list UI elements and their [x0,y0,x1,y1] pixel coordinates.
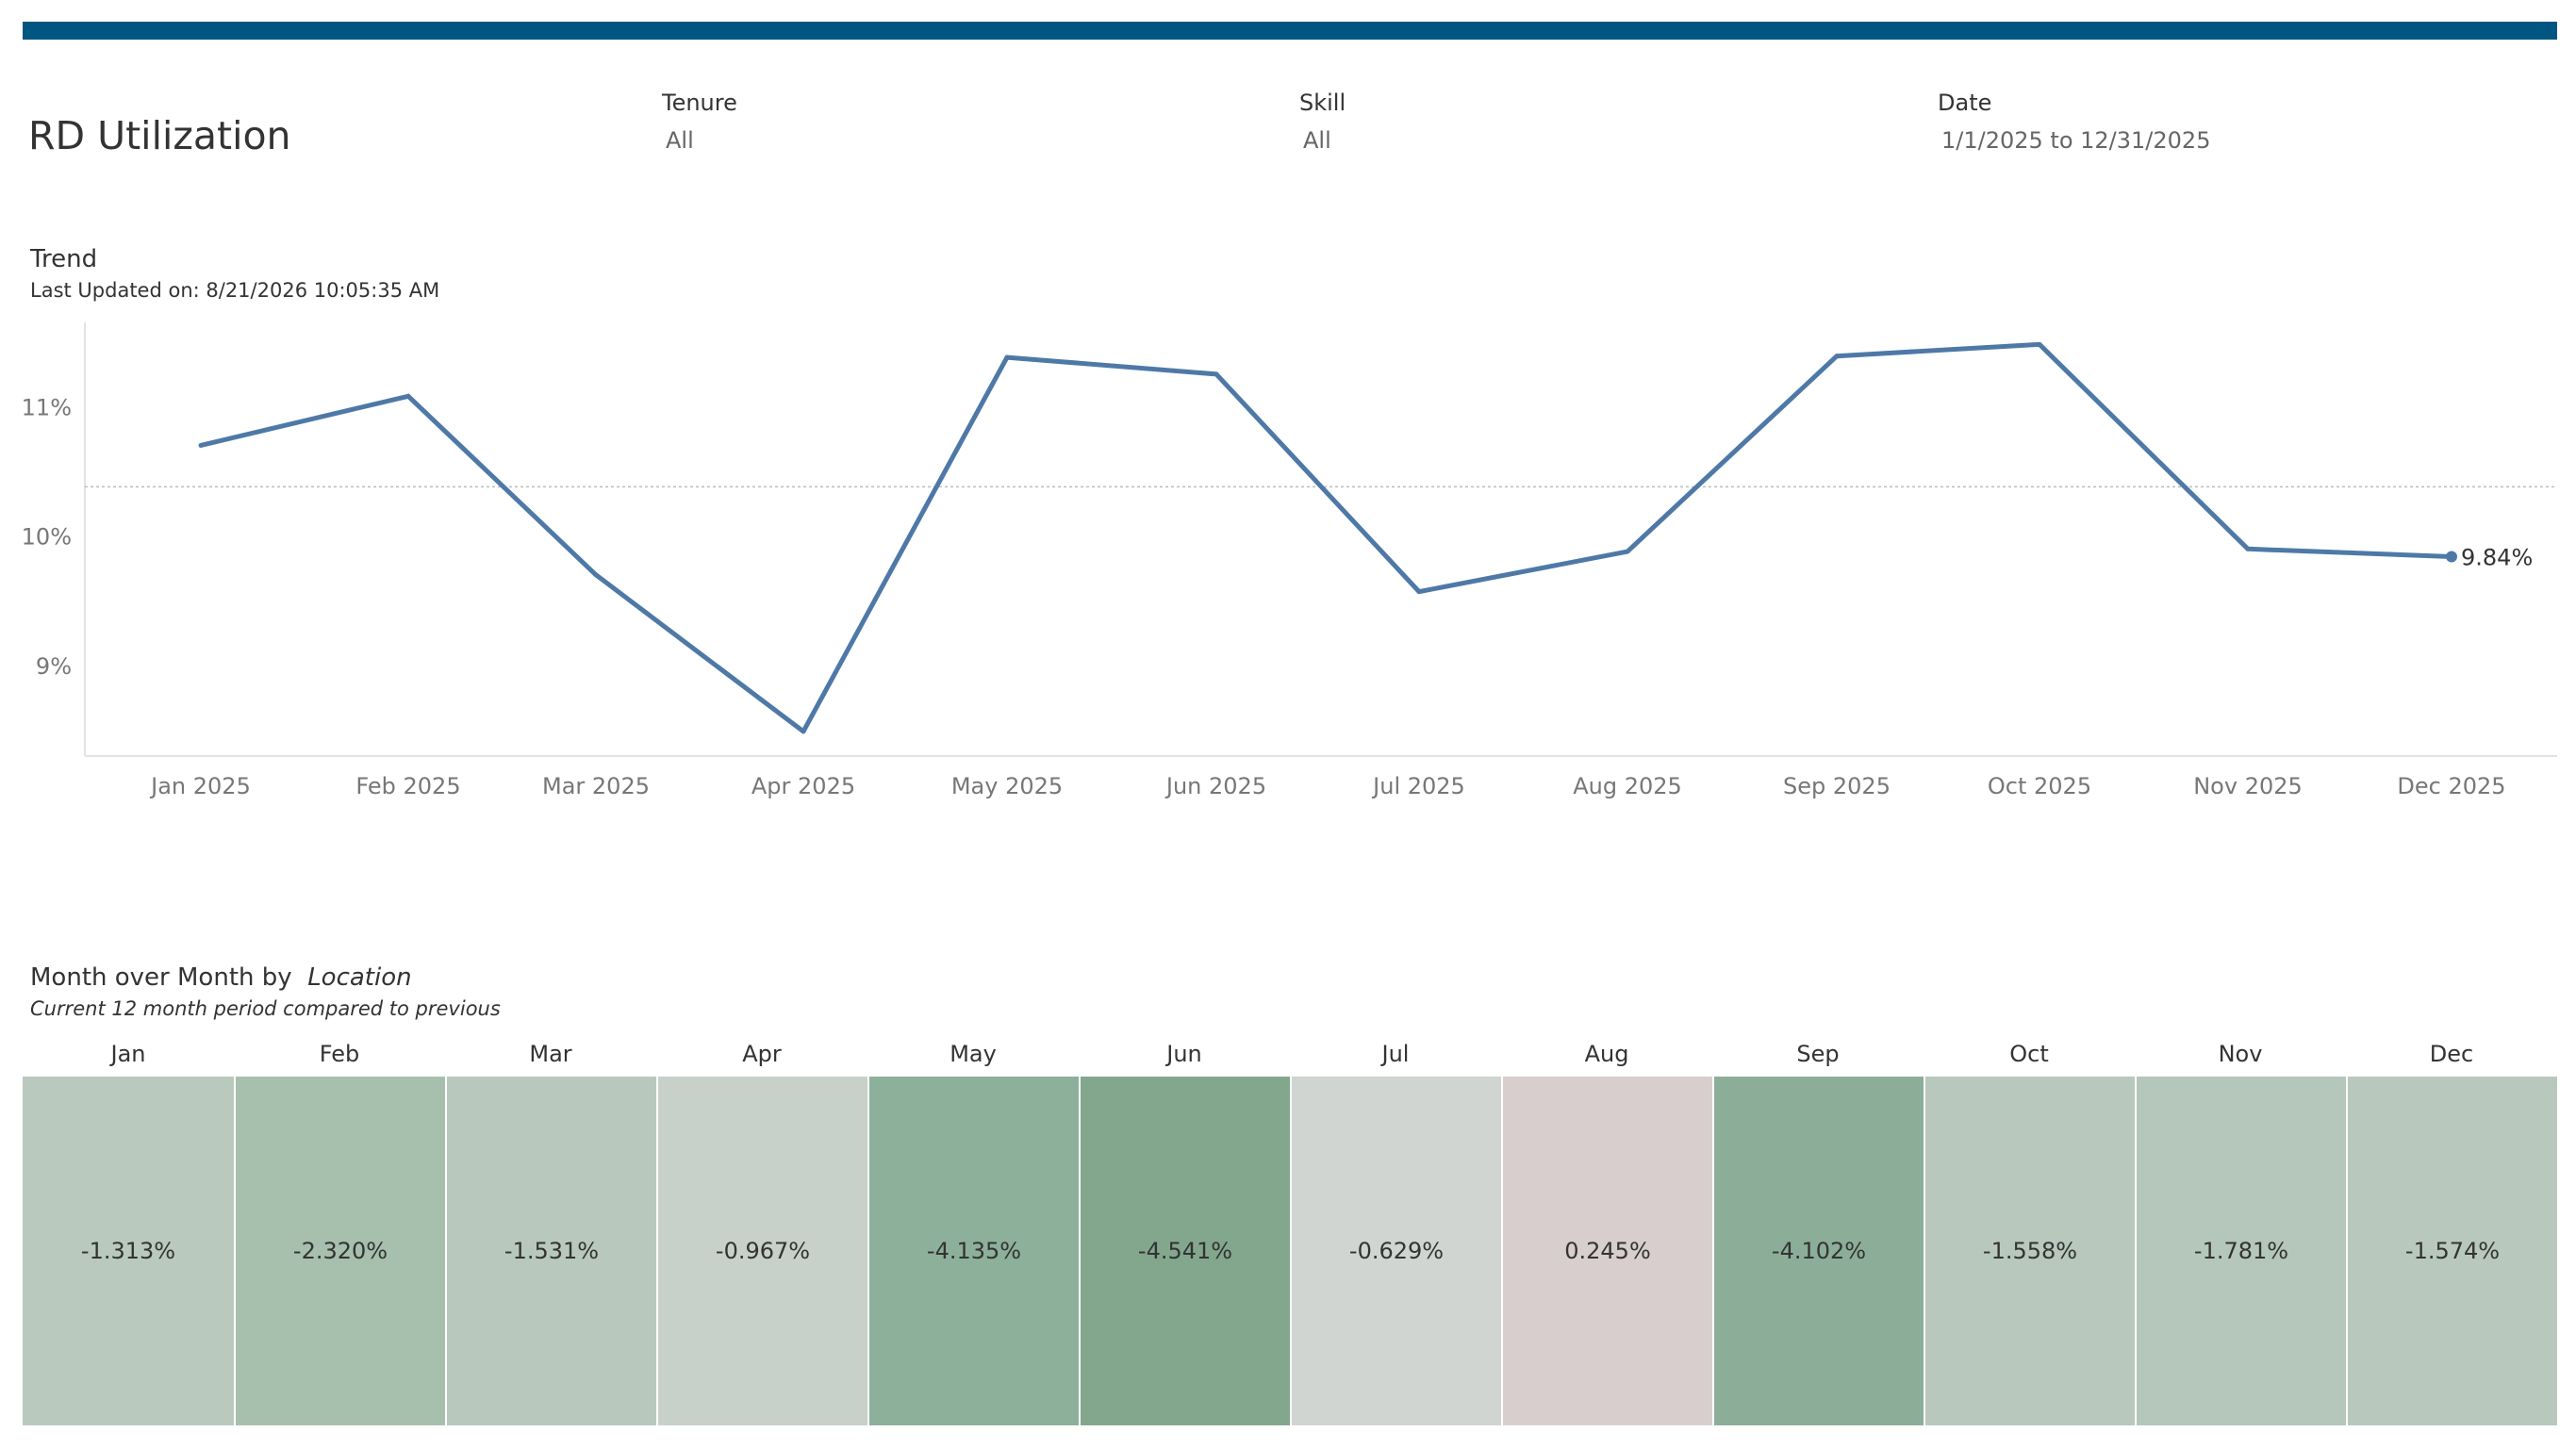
heatmap-cell: -1.531% [445,1077,656,1425]
data-point [1004,354,1010,360]
data-point [2245,546,2251,551]
x-tick-label: Apr 2025 [751,773,855,799]
heatmap-month-header: May [949,1041,997,1067]
data-point [801,729,806,734]
heatmap-cell: -1.558% [1924,1077,2135,1425]
data-point [198,442,204,448]
heatmap-column: Dec -1.574% [2346,1037,2557,1425]
data-point [593,572,599,578]
x-tick-label: Nov 2025 [2193,773,2303,799]
heatmap-month-header: Dec [2429,1041,2474,1067]
heatmap-column: Oct -1.558% [1924,1037,2135,1425]
x-tick-label: Sep 2025 [1783,773,1891,799]
heatmap-cell: -0.967% [656,1077,867,1425]
filter-date-value[interactable]: 1/1/2025 to 12/31/2025 [1941,127,2211,154]
heatmap-month-header: Sep [1796,1041,1840,1067]
filter-skill[interactable]: Skill All [1299,90,1346,154]
data-point [2446,551,2457,563]
heatmap-month-header: Jun [1166,1041,1202,1067]
heatmap-month-header: Mar [529,1041,572,1067]
heatmap-month-header: Jan [110,1041,146,1067]
heatmap-column: Apr -0.967% [656,1037,867,1425]
heatmap-cell: 0.245% [1501,1077,1712,1425]
x-tick-label: Dec 2025 [2397,773,2505,799]
x-tick-label: May 2025 [951,773,1063,799]
end-value-label: 9.84% [2461,545,2533,571]
filter-date-label: Date [1938,90,1992,116]
heatmap-month-header: Apr [742,1041,782,1067]
heatmap-cell: -4.541% [1079,1077,1290,1425]
y-tick-label: 11% [22,394,72,420]
heatmap-column: Mar -1.531% [445,1037,656,1425]
x-tick-label: Feb 2025 [355,773,460,799]
heatmap-column: Nov -1.781% [2135,1037,2346,1425]
heatmap-cell: -2.320% [234,1077,445,1425]
x-tick-label: Jan 2025 [149,773,251,799]
y-tick-label: 9% [36,653,72,680]
heatmap-column: Jun -4.541% [1079,1037,1290,1425]
y-tick-label: 10% [22,524,72,551]
x-tick-label: Aug 2025 [1573,773,1682,799]
heatmap-cell: -1.781% [2135,1077,2346,1425]
x-tick-label: Mar 2025 [542,773,650,799]
x-tick-label: Jun 2025 [1164,773,1266,799]
heatmap-month-header: Nov [2218,1041,2263,1067]
heatmap-cell: -1.574% [2346,1077,2557,1425]
heatmap-month-header: Oct [2009,1041,2049,1067]
mom-title: Month over Month by Location [30,963,412,992]
page-title: RD Utilization [28,113,291,158]
mom-title-prefix: Month over Month by [30,963,292,992]
heatmap-cell: -4.135% [867,1077,1079,1425]
trend-subtitle: Last Updated on: 8/21/2026 10:05:35 AM [30,279,440,302]
mom-title-dimension: Location [307,963,412,992]
heatmap-month-header: Aug [1584,1041,1629,1067]
data-point [2037,341,2042,347]
data-point [1214,371,1219,377]
data-point [405,393,411,399]
filter-tenure[interactable]: Tenure All [662,90,737,154]
filter-skill-value[interactable]: All [1303,127,1331,154]
series-line [200,341,2452,734]
heatmap-column: Sep -4.102% [1712,1037,1924,1425]
x-tick-label: Jul 2025 [1371,773,1465,799]
heatmap-cell: -0.629% [1290,1077,1501,1425]
data-point [1625,549,1630,554]
filter-skill-label: Skill [1299,90,1346,116]
heatmap-cell: -1.313% [23,1077,234,1425]
top-accent-bar [23,22,2557,40]
heatmap-month-header: Jul [1381,1041,1410,1067]
heatmap-column: Feb -2.320% [234,1037,445,1425]
heatmap-column: Aug 0.245% [1501,1037,1712,1425]
heatmap-column: May -4.135% [867,1037,1079,1425]
heatmap-column: Jul -0.629% [1290,1037,1501,1425]
mom-heatmap: Jan -1.313% Feb -2.320% Mar -1.531% Apr -0.967%… [23,1037,2557,1425]
heatmap-column: Jan -1.313% [23,1037,234,1425]
filter-tenure-label: Tenure [662,90,737,116]
heatmap-cell: -4.102% [1712,1077,1924,1425]
filter-tenure-value[interactable]: All [666,127,694,154]
x-tick-label: Oct 2025 [1988,773,2091,799]
data-point [1416,589,1422,595]
trend-line-chart: 11% 10% 9% 9.84% Jan 2025 Feb 2025 Mar 2025 Apr… [22,322,2557,799]
heatmap-month-header: Feb [319,1041,360,1067]
filter-date[interactable]: Date 1/1/2025 to 12/31/2025 [1938,90,2210,154]
data-point [1834,354,1840,359]
trend-title: Trend [30,245,98,273]
mom-subtitle: Current 12 month period compared to prev… [30,997,501,1020]
